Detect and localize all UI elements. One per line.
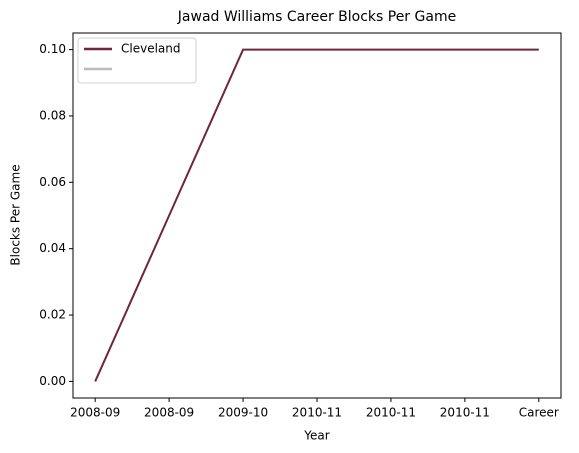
legend-label: Cleveland	[121, 42, 181, 56]
y-tick-label: 0.04	[39, 241, 66, 255]
series-line	[94, 48, 539, 382]
y-tick-label: 0.08	[39, 108, 66, 122]
y-tick-label: 0.02	[39, 308, 66, 322]
y-tick-label: 0.10	[39, 42, 66, 56]
x-tick-label: 2010-11	[292, 406, 342, 420]
y-axis-label: Blocks Per Game	[9, 164, 23, 265]
y-tick-label: 0.06	[39, 175, 66, 189]
plot-frame	[72, 32, 562, 399]
x-tick-label: 2010-11	[440, 406, 490, 420]
x-tick-label: 2009-10	[218, 406, 268, 420]
x-tick-label: 2010-11	[366, 406, 416, 420]
y-tick-label: 0.00	[39, 374, 66, 388]
chart-title: Jawad Williams Career Blocks Per Game	[177, 9, 456, 25]
x-axis-label: Year	[303, 429, 329, 443]
x-tick-label: 2008-09	[70, 406, 120, 420]
x-tick-label: 2008-09	[144, 406, 194, 420]
x-tick-label: Career	[519, 406, 559, 420]
